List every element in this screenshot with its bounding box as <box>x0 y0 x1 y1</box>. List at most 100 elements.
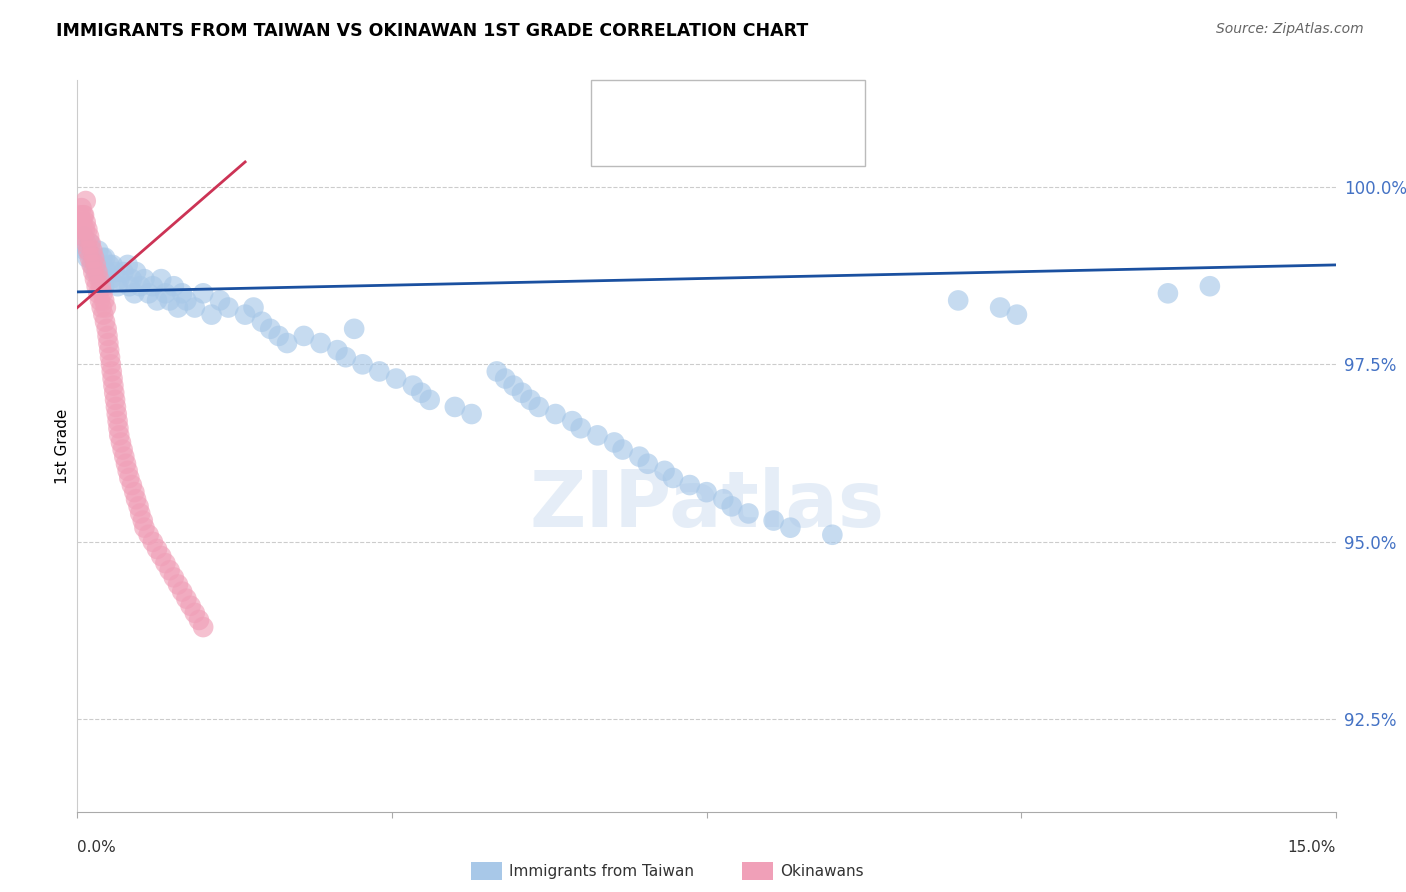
Point <box>155 286 177 301</box>
Point <box>87 244 110 258</box>
Point <box>84 265 107 279</box>
Text: N = 78: N = 78 <box>762 134 827 152</box>
Point <box>138 528 160 542</box>
Point <box>762 514 785 528</box>
Point <box>75 244 97 258</box>
Point <box>527 400 550 414</box>
Point <box>73 222 96 236</box>
Point <box>737 507 759 521</box>
Point <box>988 301 1011 315</box>
Point <box>86 258 108 272</box>
Text: Okinawans: Okinawans <box>780 864 863 879</box>
Point <box>200 308 222 322</box>
Point <box>115 457 138 471</box>
Point <box>142 534 165 549</box>
Point <box>124 485 146 500</box>
Point <box>217 301 239 315</box>
Point <box>163 570 186 584</box>
Point <box>711 492 734 507</box>
Point <box>385 371 408 385</box>
Point <box>96 329 118 343</box>
Point <box>494 371 516 385</box>
Point <box>96 265 118 279</box>
Point <box>150 272 173 286</box>
Point <box>352 357 374 371</box>
Point <box>121 478 143 492</box>
Point <box>91 251 114 265</box>
Point <box>485 364 508 378</box>
Point <box>779 521 801 535</box>
Point <box>91 308 114 322</box>
Point <box>76 222 98 236</box>
Point <box>125 492 148 507</box>
Point <box>510 385 533 400</box>
Point <box>76 236 98 251</box>
Point <box>76 251 98 265</box>
Point <box>628 450 651 464</box>
Point <box>184 606 207 620</box>
Point <box>101 258 124 272</box>
Point <box>118 471 141 485</box>
Point <box>108 272 131 286</box>
Point <box>96 322 118 336</box>
Point <box>326 343 349 358</box>
Point <box>73 229 96 244</box>
Text: ZIPatlas: ZIPatlas <box>529 467 884 542</box>
Point <box>118 279 141 293</box>
Point <box>519 392 541 407</box>
Point <box>1198 279 1220 293</box>
Point <box>259 322 281 336</box>
Point <box>104 392 127 407</box>
Text: IMMIGRANTS FROM TAIWAN VS OKINAWAN 1ST GRADE CORRELATION CHART: IMMIGRANTS FROM TAIWAN VS OKINAWAN 1ST G… <box>56 22 808 40</box>
Point <box>90 301 112 315</box>
Point <box>90 279 112 293</box>
Point <box>97 336 120 351</box>
Point <box>108 428 131 442</box>
Point <box>100 272 122 286</box>
Text: Immigrants from Taiwan: Immigrants from Taiwan <box>509 864 695 879</box>
Point <box>276 336 298 351</box>
Point <box>411 385 433 400</box>
Point <box>267 329 290 343</box>
Y-axis label: 1st Grade: 1st Grade <box>55 409 70 483</box>
Point <box>86 265 108 279</box>
Point <box>77 244 100 258</box>
Point <box>172 286 194 301</box>
Point <box>107 414 129 428</box>
Point <box>80 258 103 272</box>
Point <box>82 258 104 272</box>
Point <box>180 599 202 613</box>
Point <box>155 556 177 570</box>
Point <box>94 251 117 265</box>
Point <box>104 400 127 414</box>
Point <box>125 265 148 279</box>
Point <box>72 208 94 222</box>
Point <box>176 591 198 606</box>
Point <box>662 471 685 485</box>
Point <box>69 222 91 236</box>
Point <box>188 613 211 627</box>
Point <box>112 450 135 464</box>
Point <box>93 293 115 308</box>
Point <box>117 464 139 478</box>
Text: R = 0.429: R = 0.429 <box>650 134 737 152</box>
Point <box>191 620 215 634</box>
Text: R = 0.039: R = 0.039 <box>650 97 737 116</box>
FancyBboxPatch shape <box>524 70 717 141</box>
Point <box>444 400 467 414</box>
Point <box>94 301 117 315</box>
Point <box>368 364 391 378</box>
Point <box>129 279 152 293</box>
Point <box>172 584 194 599</box>
Point <box>128 500 150 514</box>
Point <box>167 577 190 591</box>
Point <box>720 500 742 514</box>
Point <box>111 442 134 457</box>
Point <box>142 279 165 293</box>
Point <box>561 414 583 428</box>
Text: 15.0%: 15.0% <box>1288 840 1336 855</box>
Point <box>70 236 93 251</box>
Point <box>637 457 659 471</box>
Point <box>101 371 124 385</box>
Point <box>75 215 97 229</box>
